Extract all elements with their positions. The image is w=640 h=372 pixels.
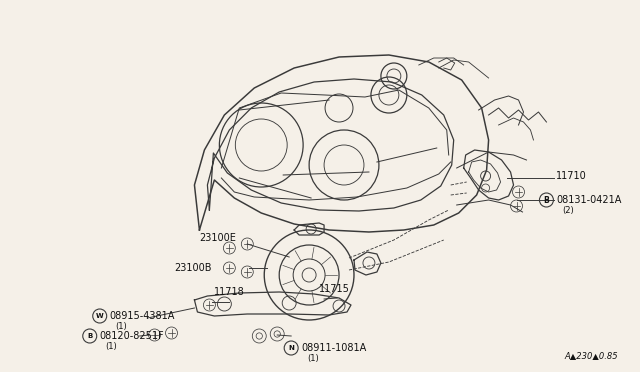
Text: A▲230▲0.85: A▲230▲0.85 — [564, 351, 618, 360]
Text: 11718: 11718 — [214, 287, 245, 297]
Text: 08131-0421A: 08131-0421A — [556, 195, 622, 205]
Text: B: B — [87, 333, 92, 339]
Text: 23100E: 23100E — [200, 233, 236, 243]
Text: (2): (2) — [563, 205, 574, 215]
Text: (1): (1) — [307, 353, 319, 362]
Text: W: W — [96, 313, 104, 319]
Text: 23100B: 23100B — [175, 263, 212, 273]
Text: B: B — [543, 196, 549, 205]
Text: (1): (1) — [106, 341, 118, 350]
Text: (1): (1) — [116, 321, 127, 330]
Text: 11715: 11715 — [319, 284, 350, 294]
Text: 08915-4381A: 08915-4381A — [109, 311, 175, 321]
Text: N: N — [288, 345, 294, 351]
Text: 08911-1081A: 08911-1081A — [301, 343, 366, 353]
Text: 08120-8251F: 08120-8251F — [100, 331, 164, 341]
Text: 11710: 11710 — [556, 171, 587, 181]
